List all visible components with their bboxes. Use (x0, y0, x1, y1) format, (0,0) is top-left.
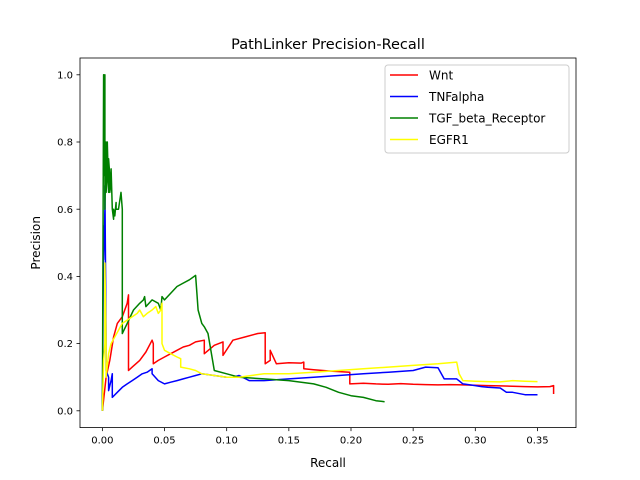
series-layer (101, 74, 555, 411)
x-tick-label: 0.10 (216, 436, 238, 447)
chart-title: PathLinker Precision-Recall (231, 37, 425, 53)
y-axis-label: Precision (29, 216, 43, 270)
y-ticks: 0.0 0.2 0.4 0.6 0.8 1.0 (57, 70, 80, 417)
series-line-tnfalpha (101, 184, 538, 411)
x-tick-label: 0.05 (153, 436, 175, 447)
series-line-egfr1 (101, 262, 538, 411)
y-tick-label: 0.4 (57, 272, 73, 283)
legend: Wnt TNFalpha TGF_beta_Receptor EGFR1 (384, 64, 570, 154)
legend-label: EGFR1 (429, 133, 469, 147)
legend-label: TGF_beta_Receptor (428, 111, 545, 125)
axes-frame (79, 57, 577, 429)
series-line-wnt (101, 294, 555, 411)
x-ticks: 0.00 0.05 0.10 0.15 0.20 0.25 0.30 0.35 (91, 427, 549, 447)
x-tick-label: 0.30 (464, 436, 486, 447)
legend-label: Wnt (429, 68, 453, 82)
y-tick-label: 0.2 (57, 339, 73, 350)
legend-label: TNFalpha (428, 90, 484, 104)
y-tick-label: 0.8 (57, 138, 73, 149)
y-tick-label: 0.0 (57, 406, 73, 417)
x-tick-label: 0.20 (340, 436, 362, 447)
y-tick-label: 0.6 (57, 205, 73, 216)
x-tick-label: 0.35 (526, 436, 548, 447)
legend-box (384, 64, 570, 154)
x-axis-label: Recall (310, 456, 346, 470)
series-line-tgf-beta-receptor (101, 74, 385, 411)
x-tick-label: 0.00 (91, 436, 113, 447)
y-tick-label: 1.0 (57, 70, 73, 81)
x-tick-label: 0.15 (278, 436, 300, 447)
x-tick-label: 0.25 (402, 436, 424, 447)
